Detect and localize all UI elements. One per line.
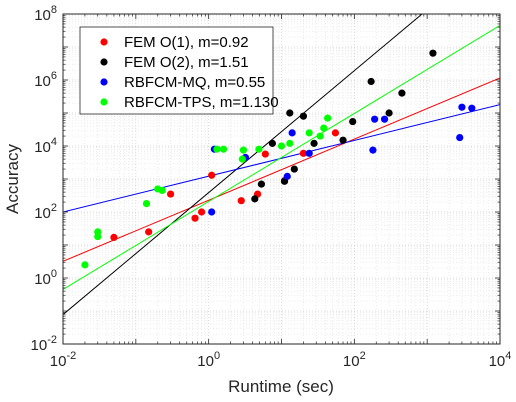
data-point-series-3 bbox=[238, 155, 246, 163]
data-point-series-3 bbox=[324, 114, 332, 122]
data-point-series-3 bbox=[81, 261, 89, 269]
data-point-series-1 bbox=[286, 109, 294, 117]
data-point-series-0 bbox=[191, 214, 199, 222]
y-tick-label: 106 bbox=[34, 70, 57, 90]
data-point-series-1 bbox=[429, 49, 437, 57]
data-point-series-2 bbox=[468, 104, 476, 112]
data-point-series-2 bbox=[458, 103, 466, 111]
fit-line-series-0 bbox=[63, 77, 500, 262]
x-axis-label: Runtime (sec) bbox=[228, 377, 334, 396]
fit-lines bbox=[63, 14, 500, 315]
data-point-series-0 bbox=[166, 190, 175, 198]
data-point-series-3 bbox=[286, 139, 294, 147]
legend-marker-series-1 bbox=[100, 58, 108, 66]
data-point-series-0 bbox=[261, 150, 269, 158]
data-point-series-1 bbox=[398, 89, 406, 97]
data-point-series-2 bbox=[380, 115, 389, 123]
data-point-series-1 bbox=[339, 136, 347, 144]
data-point-series-3 bbox=[239, 146, 248, 154]
data-point-series-3 bbox=[158, 186, 166, 195]
data-point-series-0 bbox=[331, 129, 340, 137]
data-point-series-2 bbox=[208, 208, 216, 216]
data-point-series-1 bbox=[268, 139, 277, 147]
x-tick-label: 102 bbox=[343, 350, 366, 370]
data-point-series-3 bbox=[94, 228, 102, 236]
fit-line-series-2 bbox=[63, 104, 500, 213]
legend-marker-series-0 bbox=[100, 38, 108, 46]
x-tick-label: 104 bbox=[489, 350, 512, 370]
data-point-series-3 bbox=[219, 145, 228, 153]
y-tick-label: 10-2 bbox=[31, 334, 57, 354]
data-point-series-2 bbox=[369, 146, 377, 154]
legend-label-series-3: RBFCM-TPS, m=1.130 bbox=[124, 94, 279, 111]
data-point-series-1 bbox=[290, 165, 298, 173]
data-point-series-0 bbox=[145, 228, 153, 236]
y-tick-labels: 10-2 100 102 104 106 108 bbox=[31, 4, 57, 354]
legend: FEM O(1), m=0.92 FEM O(2), m=1.51 RBFCM-MQ… bbox=[79, 26, 279, 115]
data-point-series-3 bbox=[316, 132, 324, 140]
fit-line-series-1 bbox=[63, 14, 423, 315]
legend-label-series-2: RBFCM-MQ, m=0.55 bbox=[124, 74, 265, 91]
data-point-series-2 bbox=[305, 149, 313, 157]
data-point-series-3 bbox=[255, 145, 263, 153]
data-point-series-3 bbox=[213, 145, 221, 153]
y-axis-label: Accuracy bbox=[3, 144, 22, 214]
y-tick-label: 104 bbox=[34, 136, 57, 156]
data-point-series-3 bbox=[320, 124, 328, 132]
data-point-series-3 bbox=[277, 142, 286, 150]
legend-box bbox=[79, 26, 274, 115]
legend-label-series-1: FEM O(2), m=1.51 bbox=[124, 54, 249, 71]
data-point-series-1 bbox=[367, 77, 375, 86]
x-tick-labels: 10-2 100 102 104 bbox=[50, 350, 512, 370]
data-point-series-2 bbox=[283, 172, 291, 180]
data-point-series-3 bbox=[142, 199, 151, 208]
data-point-series-1 bbox=[310, 139, 318, 147]
data-point-series-2 bbox=[371, 115, 379, 123]
y-tick-label: 108 bbox=[34, 4, 57, 24]
data-point-series-1 bbox=[385, 109, 393, 117]
y-tick-label: 102 bbox=[34, 202, 57, 222]
data-point-series-3 bbox=[305, 129, 313, 137]
data-point-series-0 bbox=[299, 149, 308, 157]
legend-marker-series-3 bbox=[100, 98, 108, 106]
data-point-series-0 bbox=[237, 197, 245, 205]
data-point-series-1 bbox=[251, 195, 259, 203]
x-tick-label: 100 bbox=[197, 350, 220, 370]
y-tick-label: 100 bbox=[34, 268, 57, 288]
data-point-series-2 bbox=[288, 129, 296, 137]
data-point-series-1 bbox=[349, 117, 357, 126]
data-point-series-1 bbox=[299, 112, 308, 120]
data-point-series-0 bbox=[208, 171, 216, 179]
axis-ticks bbox=[62, 13, 501, 345]
legend-label-series-0: FEM O(1), m=0.92 bbox=[124, 34, 249, 51]
data-points bbox=[81, 49, 476, 269]
data-point-series-0 bbox=[110, 233, 118, 241]
legend-marker-series-2 bbox=[100, 78, 108, 86]
data-point-series-2 bbox=[456, 133, 464, 142]
fit-line-series-3 bbox=[63, 25, 500, 290]
x-tick-label: 10-2 bbox=[50, 350, 76, 370]
data-point-series-1 bbox=[257, 180, 266, 188]
data-point-series-0 bbox=[198, 208, 206, 216]
